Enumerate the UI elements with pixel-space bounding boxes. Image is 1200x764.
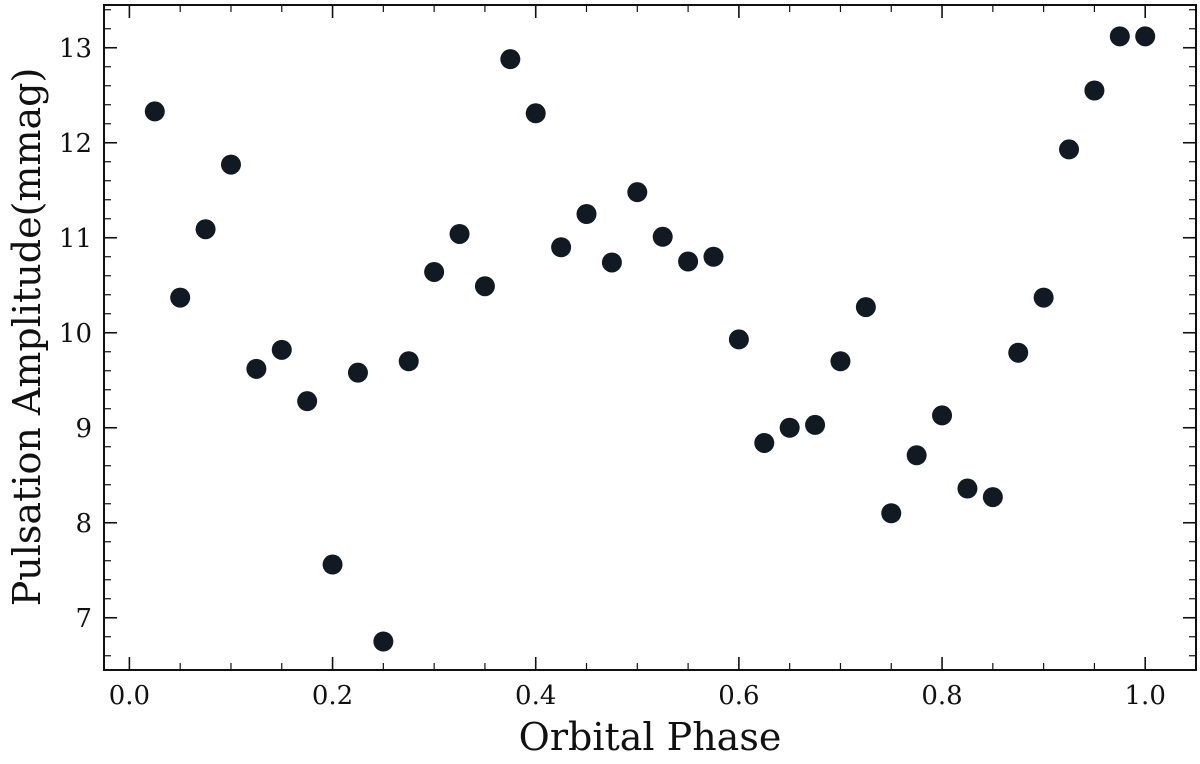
plot-frame: [103, 4, 1197, 671]
data-point: [652, 226, 673, 247]
x-tick-label: 0.6: [718, 681, 759, 711]
y-tick-label: 13: [59, 34, 92, 64]
data-point: [957, 478, 978, 499]
data-point: [449, 223, 470, 244]
data-points: [144, 26, 1156, 652]
y-tick-label: 11: [59, 224, 92, 254]
data-point: [601, 252, 622, 273]
data-point: [805, 414, 826, 435]
data-point: [906, 445, 927, 466]
data-point: [1008, 342, 1029, 363]
data-point: [881, 503, 902, 524]
data-point: [551, 237, 572, 258]
x-tick-label: 0.8: [921, 681, 962, 711]
y-tick-label: 8: [75, 509, 92, 539]
data-point: [576, 204, 597, 224]
data-point: [1059, 139, 1080, 160]
data-point: [754, 432, 775, 453]
data-point: [1109, 26, 1130, 47]
data-point: [373, 631, 394, 652]
x-tick-label: 0.0: [109, 681, 150, 711]
data-point: [195, 219, 216, 240]
data-point: [500, 49, 521, 70]
data-point: [1033, 287, 1054, 308]
data-point: [830, 351, 851, 372]
data-point: [297, 391, 318, 412]
data-point: [728, 329, 749, 350]
data-point: [144, 101, 165, 122]
data-point: [678, 251, 699, 272]
data-point: [424, 261, 445, 282]
data-point: [322, 554, 343, 575]
data-point: [627, 182, 648, 203]
y-axis-title: Pulsation Amplitude(mmag): [5, 68, 49, 607]
data-point: [855, 297, 876, 318]
y-tick-label: 10: [59, 319, 92, 349]
data-point: [170, 287, 191, 308]
data-point: [932, 405, 953, 426]
data-point: [474, 276, 495, 297]
y-tick-label: 7: [75, 604, 92, 634]
data-point: [703, 246, 724, 267]
x-tick-label: 0.2: [312, 681, 353, 711]
data-point: [398, 351, 419, 372]
data-point: [246, 358, 267, 379]
x-tick-label: 0.4: [515, 681, 556, 711]
x-axis-title: Orbital Phase: [519, 715, 782, 759]
y-tick-label: 12: [59, 129, 92, 159]
data-point: [779, 417, 800, 438]
axis-ticks: 0.0 0.2 0.4 0.6 0.8 1.0 7 8 9 10 11 12 13: [59, 5, 1197, 711]
data-point: [347, 362, 368, 383]
y-tick-label: 9: [75, 414, 92, 444]
data-point: [1135, 26, 1156, 47]
data-point: [271, 339, 292, 360]
data-point: [1084, 80, 1105, 101]
data-point: [982, 487, 1003, 508]
data-point: [220, 154, 241, 175]
x-tick-label: 1.0: [1125, 681, 1166, 711]
data-point: [525, 103, 546, 124]
